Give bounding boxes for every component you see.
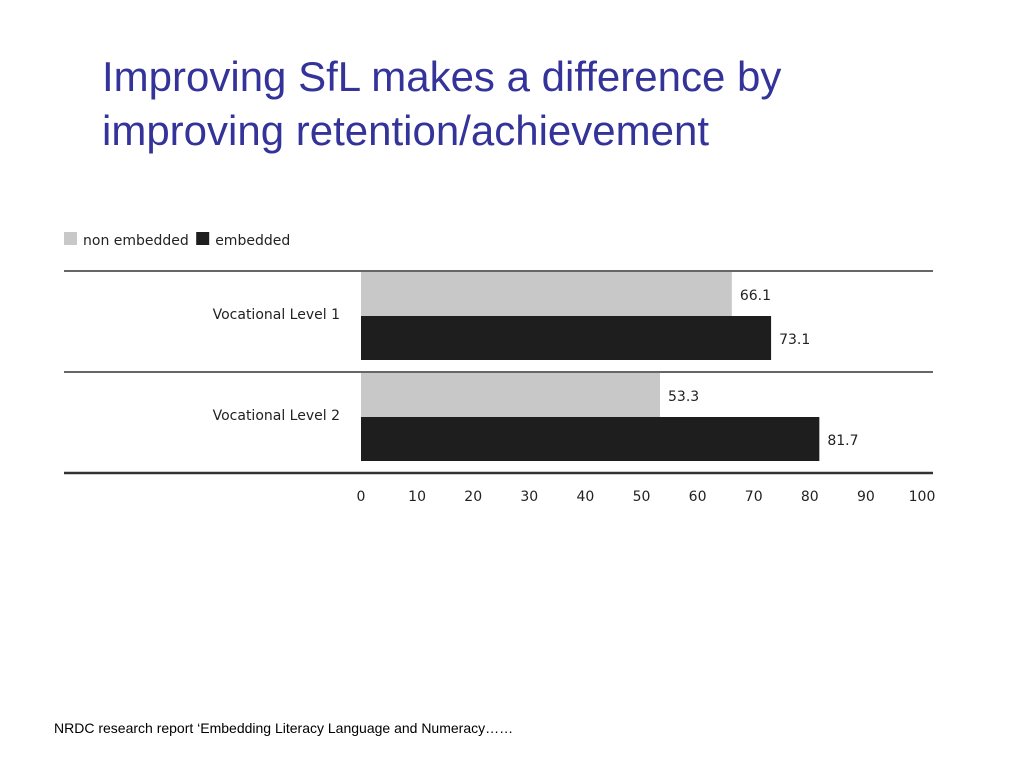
- legend-swatch-0: [64, 232, 77, 245]
- legend-label-1: embedded: [215, 233, 290, 249]
- legend-swatch-1: [196, 232, 210, 245]
- value-label-0-1: 53.3: [668, 389, 699, 405]
- x-tick-label-5: 50: [633, 489, 651, 505]
- bar-embedded-1: [361, 417, 820, 461]
- category-label-0: Vocational Level 1: [213, 307, 340, 323]
- source-footnote: NRDC research report ‘Embedding Literacy…: [54, 720, 514, 736]
- x-tick-label-1: 10: [408, 489, 426, 505]
- x-tick-label-9: 90: [857, 489, 875, 505]
- bar-embedded-0: [361, 316, 772, 360]
- value-label-0-0: 66.1: [740, 288, 771, 304]
- x-tick-label-0: 0: [357, 489, 366, 505]
- x-tick-label-8: 80: [801, 489, 819, 505]
- value-label-1-1: 81.7: [827, 433, 858, 449]
- category-label-1: Vocational Level 2: [213, 408, 340, 424]
- value-label-1-0: 73.1: [779, 332, 810, 348]
- slide-title-line-1: Improving SfL makes a difference by: [102, 53, 782, 100]
- x-tick-label-2: 20: [464, 489, 482, 505]
- x-tick-label-7: 70: [745, 489, 763, 505]
- bar-non-embedded-1: [361, 373, 661, 417]
- slide-title-line-2: improving retention/achievement: [102, 107, 709, 154]
- x-tick-label-4: 40: [576, 489, 594, 505]
- x-tick-label-10: 100: [909, 489, 936, 505]
- legend-label-0: non embedded: [83, 233, 189, 249]
- slide-title: Improving SfL makes a difference by impr…: [102, 50, 982, 158]
- x-tick-label-3: 30: [520, 489, 538, 505]
- x-tick-label-6: 60: [689, 489, 707, 505]
- bar-non-embedded-0: [361, 272, 732, 316]
